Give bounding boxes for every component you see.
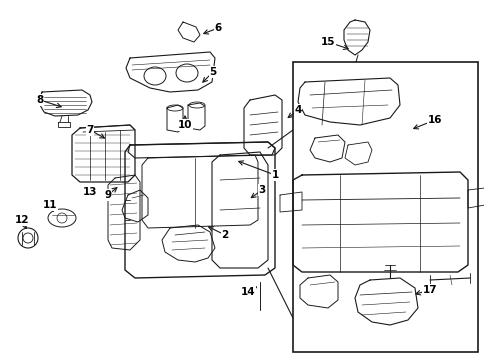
Text: 11: 11 <box>43 200 57 210</box>
Text: 9: 9 <box>104 190 111 200</box>
Text: 5: 5 <box>209 67 216 77</box>
Text: 12: 12 <box>15 215 29 225</box>
Text: 6: 6 <box>214 23 221 33</box>
Text: 2: 2 <box>221 230 228 240</box>
Text: 14: 14 <box>240 287 255 297</box>
Text: 15: 15 <box>320 37 334 47</box>
Text: 17: 17 <box>422 285 437 295</box>
Text: 1: 1 <box>271 170 278 180</box>
Text: 13: 13 <box>83 187 97 197</box>
Text: 16: 16 <box>427 115 441 125</box>
Text: 3: 3 <box>258 185 265 195</box>
Text: 7: 7 <box>86 125 93 135</box>
Text: 4: 4 <box>294 105 301 115</box>
Bar <box>292 62 477 352</box>
Text: 10: 10 <box>177 120 192 130</box>
Text: 8: 8 <box>36 95 44 105</box>
